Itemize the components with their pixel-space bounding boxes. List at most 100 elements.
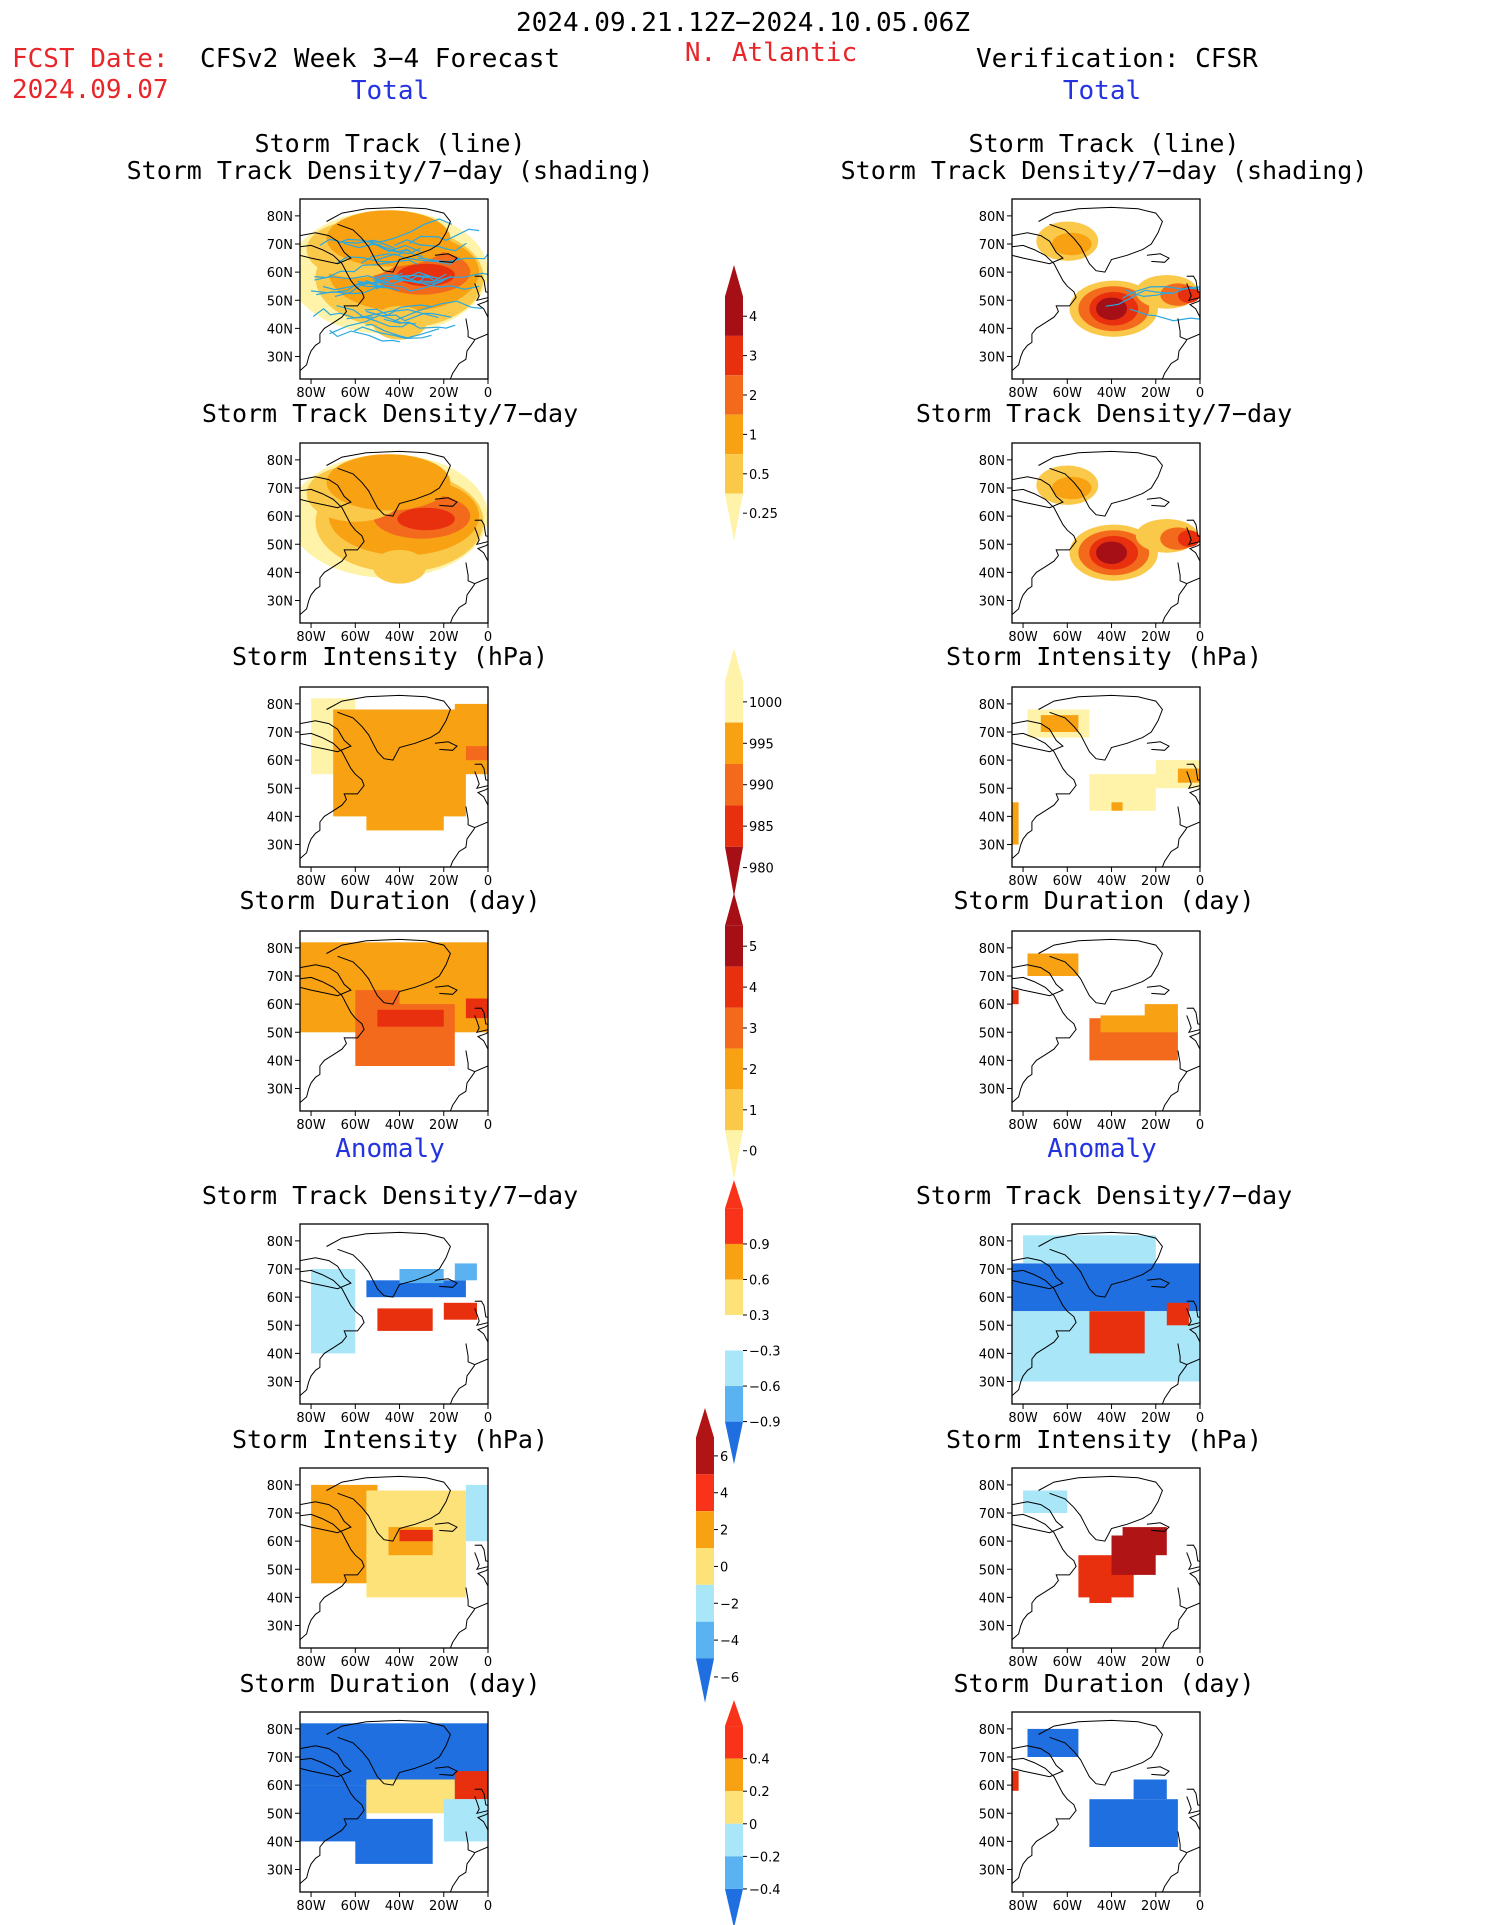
title-density-anom-left: Storm Track Density/7−day bbox=[201, 1181, 579, 1210]
lon-tick-label: 80W bbox=[296, 1899, 326, 1914]
colorbar-label: 6 bbox=[720, 1450, 728, 1465]
lon-tick-label: 40W bbox=[1097, 874, 1127, 889]
lon-tick-label: 40W bbox=[385, 1655, 415, 1670]
lon-tick-label: 0 bbox=[484, 630, 492, 645]
lon-tick-label: 0 bbox=[1196, 1118, 1204, 1133]
lat-tick-label: 80N bbox=[979, 210, 1005, 225]
lat-tick-label: 30N bbox=[267, 839, 293, 854]
lon-tick-label: 0 bbox=[1196, 1411, 1204, 1426]
lon-tick-label: 40W bbox=[1097, 630, 1127, 645]
lon-tick-label: 60W bbox=[341, 874, 371, 889]
lat-tick-label: 40N bbox=[979, 1835, 1005, 1850]
lat-tick-label: 70N bbox=[979, 1507, 1005, 1522]
lat-tick-label: 40N bbox=[979, 1347, 1005, 1362]
lon-tick-label: 60W bbox=[341, 1899, 371, 1914]
lat-tick-label: 60N bbox=[979, 1291, 1005, 1306]
colorbar-label: 0.5 bbox=[749, 468, 770, 483]
verification-title: Verification: CFSR bbox=[976, 44, 1258, 74]
lat-tick-label: 80N bbox=[267, 454, 293, 469]
colorbar-label: 2 bbox=[749, 389, 757, 404]
lat-tick-label: 60N bbox=[267, 998, 293, 1013]
lat-tick-label: 50N bbox=[267, 1319, 293, 1334]
map-intensity-left: 80N 70N 60N 50N 40N 30N 80W 60W 40W 20W 0 bbox=[267, 686, 492, 889]
map-intensity-anom-right: 80N 70N 60N 50N 40N 30N 80W 60W 40W 20W 0 bbox=[979, 1467, 1204, 1670]
lat-tick-label: 70N bbox=[979, 1751, 1005, 1766]
lat-tick-label: 80N bbox=[267, 698, 293, 713]
title-intensity-anom-right: Storm Intensity (hPa) bbox=[945, 1425, 1263, 1454]
title-duration-anom-right: Storm Duration (day) bbox=[953, 1669, 1255, 1698]
lat-tick-label: 60N bbox=[267, 266, 293, 281]
lon-tick-label: 40W bbox=[385, 630, 415, 645]
lon-tick-label: 20W bbox=[429, 1655, 459, 1670]
colorbar-label: 0.9 bbox=[749, 1238, 770, 1253]
lat-tick-label: 70N bbox=[267, 726, 293, 741]
lon-tick-label: 20W bbox=[1141, 386, 1171, 401]
lat-tick-label: 60N bbox=[267, 1779, 293, 1794]
title-duration-right: Storm Duration (day) bbox=[953, 886, 1255, 915]
colorbar-label: 3 bbox=[749, 1022, 757, 1037]
map-track-line-left: 80N 70N 60N 50N 40N 30N 80W 60W 40W 20W 0 bbox=[267, 198, 492, 401]
lon-tick-label: 40W bbox=[1097, 1655, 1127, 1670]
colorbar-label: 0.6 bbox=[749, 1273, 770, 1288]
colorbar-duration: 5 4 3 2 1 0 bbox=[725, 893, 757, 1180]
lat-tick-label: 50N bbox=[267, 1807, 293, 1822]
lat-tick-label: 70N bbox=[979, 970, 1005, 985]
map-duration-left: 80N 70N 60N 50N 40N 30N 80W 60W 40W 20W 0 bbox=[267, 930, 492, 1133]
lon-tick-label: 20W bbox=[429, 1411, 459, 1426]
lon-tick-label: 20W bbox=[429, 1899, 459, 1914]
colorbar-density_anom: 0.9 0.6 0.3 −0.3 −0.6 −0.9 bbox=[725, 1180, 781, 1465]
lat-tick-label: 60N bbox=[979, 1779, 1005, 1794]
lat-tick-label: 40N bbox=[267, 810, 293, 825]
lat-tick-label: 50N bbox=[979, 294, 1005, 309]
lon-tick-label: 20W bbox=[1141, 1118, 1171, 1133]
colorbar-label: 995 bbox=[749, 737, 774, 752]
lon-tick-label: 40W bbox=[385, 1899, 415, 1914]
colorbar-intensity_anom: 6 4 2 0 −2 −4 −6 bbox=[696, 1408, 739, 1703]
lon-tick-label: 60W bbox=[1053, 630, 1083, 645]
lon-tick-label: 40W bbox=[385, 1118, 415, 1133]
map-duration-right: 80N 70N 60N 50N 40N 30N 80W 60W 40W 20W 0 bbox=[979, 930, 1204, 1133]
lon-tick-label: 20W bbox=[1141, 874, 1171, 889]
lat-tick-label: 60N bbox=[267, 1535, 293, 1550]
lat-tick-label: 50N bbox=[979, 1563, 1005, 1578]
lon-tick-label: 40W bbox=[385, 1411, 415, 1426]
map-duration-anom-left: 80N 70N 60N 50N 40N 30N 80W 60W 40W 20W 0 bbox=[267, 1711, 492, 1914]
lat-tick-label: 30N bbox=[979, 351, 1005, 366]
lon-tick-label: 20W bbox=[429, 630, 459, 645]
lon-tick-label: 80W bbox=[296, 1655, 326, 1670]
lat-tick-label: 40N bbox=[267, 1347, 293, 1362]
lat-tick-label: 70N bbox=[267, 970, 293, 985]
lon-tick-label: 0 bbox=[1196, 1655, 1204, 1670]
colorbar-label: −4 bbox=[720, 1634, 739, 1649]
lat-tick-label: 30N bbox=[979, 1376, 1005, 1391]
lat-tick-label: 80N bbox=[267, 1479, 293, 1494]
colorbar-label: 985 bbox=[749, 820, 774, 835]
lat-tick-label: 40N bbox=[979, 1591, 1005, 1606]
lon-tick-label: 80W bbox=[296, 1118, 326, 1133]
lat-tick-label: 70N bbox=[267, 1263, 293, 1278]
lat-tick-label: 40N bbox=[979, 322, 1005, 337]
map-density-left: 80N 70N 60N 50N 40N 30N 80W 60W 40W 20W 0 bbox=[267, 442, 492, 645]
lat-tick-label: 60N bbox=[979, 266, 1005, 281]
lon-tick-label: 0 bbox=[484, 1118, 492, 1133]
lat-tick-label: 30N bbox=[267, 1083, 293, 1098]
lon-tick-label: 20W bbox=[429, 386, 459, 401]
lat-tick-label: 30N bbox=[267, 351, 293, 366]
title-duration-anom-left: Storm Duration (day) bbox=[239, 1669, 541, 1698]
lon-tick-label: 0 bbox=[1196, 1899, 1204, 1914]
lon-tick-label: 0 bbox=[484, 1655, 492, 1670]
title-track-line-right: Storm Track (line) bbox=[968, 129, 1240, 158]
colorbar-label: 5 bbox=[749, 940, 757, 955]
lat-tick-label: 60N bbox=[267, 754, 293, 769]
colorbar-label: 4 bbox=[720, 1487, 728, 1502]
title-intensity-anom-left: Storm Intensity (hPa) bbox=[231, 1425, 549, 1454]
title-track-line-left: Storm Track (line) bbox=[254, 129, 526, 158]
lat-tick-label: 70N bbox=[267, 1507, 293, 1522]
lat-tick-label: 30N bbox=[267, 595, 293, 610]
lon-tick-label: 80W bbox=[296, 874, 326, 889]
fcst-date-value: 2024.09.07 bbox=[12, 75, 169, 105]
map-intensity-anom-left: 80N 70N 60N 50N 40N 30N 80W 60W 40W 20W 0 bbox=[267, 1467, 492, 1670]
lon-tick-label: 60W bbox=[1053, 1655, 1083, 1670]
colorbar-label: −0.6 bbox=[749, 1380, 781, 1395]
lat-tick-label: 50N bbox=[979, 1026, 1005, 1041]
